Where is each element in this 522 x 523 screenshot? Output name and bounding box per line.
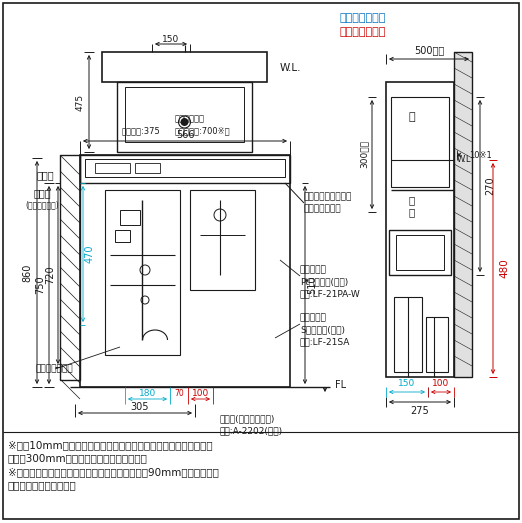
Text: Sトラップ(別売): Sトラップ(別売)	[300, 325, 345, 335]
Bar	[117, 82, 252, 152]
Text: 510: 510	[307, 276, 317, 294]
Text: 10※1: 10※1	[469, 151, 492, 160]
Text: 475: 475	[76, 94, 85, 110]
Text: 480: 480	[499, 259, 509, 278]
Text: 500以上: 500以上	[414, 45, 444, 55]
Circle shape	[181, 118, 188, 126]
Bar	[394, 297, 422, 372]
Text: 470: 470	[85, 245, 95, 263]
Text: 566: 566	[176, 130, 194, 140]
Text: スをとってください。: スをとってください。	[8, 480, 77, 490]
Text: アースターミナル付: アースターミナル付	[304, 192, 352, 201]
Bar	[125, 87, 244, 142]
Text: Ptトラップ(別売): Ptトラップ(別売)	[300, 278, 348, 287]
Text: 壁排水金具: 壁排水金具	[300, 266, 327, 275]
Text: W.L.: W.L.	[280, 63, 302, 73]
Text: 鏡: 鏡	[409, 112, 416, 122]
Text: 水石けんタンク: 水石けんタンク	[35, 365, 73, 373]
Text: 青字は給水寸法: 青字は給水寸法	[340, 13, 386, 23]
Text: 品番:LF-21PA-W: 品番:LF-21PA-W	[300, 290, 361, 299]
Bar	[105, 190, 180, 355]
Bar	[389, 230, 451, 275]
Bar	[391, 97, 449, 187]
Bar	[120, 210, 140, 225]
Text: 合は300mm以上あけて取付け願います。: 合は300mm以上あけて取付け願います。	[8, 453, 148, 463]
Bar	[426, 317, 448, 372]
Bar	[454, 52, 472, 377]
Text: 860: 860	[22, 263, 32, 282]
Text: 270: 270	[485, 177, 495, 195]
Text: 品番:A-2202(別売): 品番:A-2202(別売)	[220, 426, 283, 436]
Text: ※２　メンテナンスのため洗面器左右にそれぞれ90mm以上のスペー: ※２ メンテナンスのため洗面器左右にそれぞれ90mm以上のスペー	[8, 467, 219, 477]
Text: 720: 720	[45, 266, 55, 285]
Bar	[135, 163, 160, 173]
Text: 100: 100	[192, 389, 209, 397]
Text: 最小ピッチ:700※２: 最小ピッチ:700※２	[175, 127, 231, 135]
Text: 鏡: 鏡	[409, 195, 415, 205]
Text: 300以上: 300以上	[360, 140, 369, 168]
Bar	[80, 155, 290, 183]
Text: FL: FL	[335, 380, 346, 390]
Text: 連立の場合、: 連立の場合、	[175, 115, 205, 123]
Text: 棚: 棚	[409, 207, 415, 217]
Bar	[80, 155, 290, 387]
Text: 品番:LF-21SA: 品番:LF-21SA	[300, 337, 350, 347]
Text: 180: 180	[139, 389, 156, 397]
Text: 床排水金具: 床排水金具	[300, 313, 327, 323]
Bar	[95, 163, 130, 173]
Bar	[396, 235, 444, 270]
Text: 750: 750	[35, 276, 45, 294]
Text: 70: 70	[174, 389, 184, 397]
Bar	[115, 230, 130, 242]
Text: (壁給水の場合): (壁給水の場合)	[25, 200, 59, 210]
Text: 単水栓: 単水栓	[33, 188, 51, 198]
Text: 赤字は排水寸法: 赤字は排水寸法	[340, 27, 386, 37]
Bar	[85, 159, 285, 177]
Text: 単水栓(床給水の場合): 単水栓(床給水の場合)	[220, 415, 276, 424]
Text: 機能部: 機能部	[36, 170, 54, 180]
Text: W.L: W.L	[457, 155, 471, 165]
Text: 最小寸法:375: 最小寸法:375	[121, 127, 160, 135]
Text: ２口コンセント: ２口コンセント	[304, 204, 341, 213]
Text: 275: 275	[411, 406, 430, 416]
Text: 150: 150	[162, 35, 180, 43]
Text: 100: 100	[432, 380, 449, 389]
Text: 150: 150	[398, 380, 416, 389]
Bar	[190, 190, 255, 290]
Bar	[102, 52, 267, 82]
Text: 305: 305	[130, 402, 149, 412]
Text: ※１　10mm以下の鏡は棚部に乗せて取付可能です。それ以上の場: ※１ 10mm以下の鏡は棚部に乗せて取付可能です。それ以上の場	[8, 440, 212, 450]
Bar	[386, 82, 454, 377]
Bar	[60, 155, 80, 380]
